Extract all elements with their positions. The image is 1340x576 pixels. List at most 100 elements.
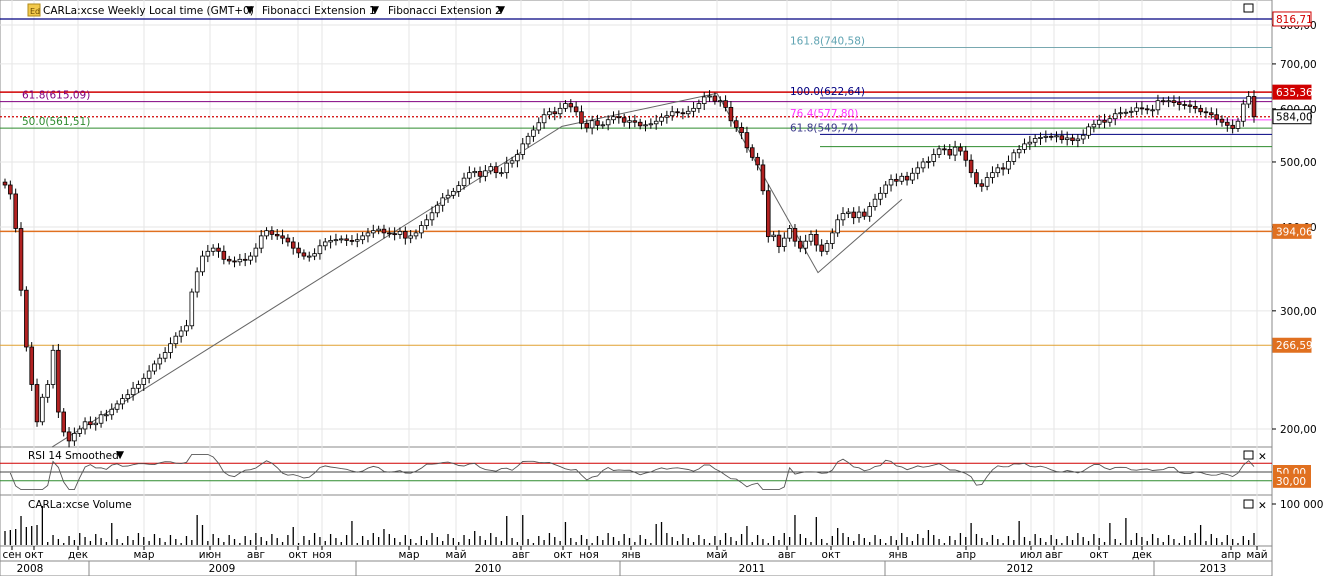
candle-body [984, 177, 990, 187]
price-tag-box [1272, 223, 1312, 239]
month-label: окт [554, 549, 573, 561]
fib-extension-2-dropdown-icon[interactable]: ▼ [497, 4, 506, 16]
candle-body [616, 116, 622, 119]
month-label: ноя [579, 549, 599, 561]
month-label: май [445, 549, 466, 561]
candle-body [376, 228, 381, 232]
candle-body [82, 421, 88, 430]
candle-body [766, 190, 771, 238]
candle-body [573, 106, 579, 113]
candle-body [88, 421, 93, 426]
candle-body [1166, 100, 1171, 103]
candle-body [1219, 118, 1225, 123]
candle-body [627, 120, 632, 123]
month-label: мар [398, 549, 419, 561]
candle-body [403, 231, 408, 239]
rsi-title[interactable]: RSI 14 Smoothed [28, 450, 119, 462]
price-panel-frame [0, 0, 1273, 448]
candle-body [1203, 111, 1209, 114]
price-tag-box [1272, 84, 1312, 100]
volume-close-icon[interactable]: ✕ [1258, 500, 1267, 512]
candle-body [1054, 135, 1059, 138]
rsi-maximize-icon[interactable] [1243, 450, 1254, 460]
price-panel-maximize-icon[interactable] [1243, 3, 1254, 13]
fib-extension-2-label[interactable]: Fibonacci Extension 2 [388, 5, 502, 17]
month-label: дек [68, 549, 88, 561]
candle-body [557, 107, 563, 115]
candle-body [173, 335, 179, 345]
candle-body [552, 111, 558, 115]
month-label: июл [1020, 549, 1042, 561]
candle-body [760, 164, 766, 192]
candle-body [290, 241, 296, 249]
candle-body [659, 116, 664, 122]
chart-title-dropdown-icon[interactable]: ▼ [246, 4, 255, 16]
chart-menu-icon[interactable] [27, 3, 41, 17]
candle-body [344, 238, 349, 241]
candle-body [830, 232, 835, 244]
candle-body [819, 244, 824, 252]
candle-body [851, 211, 856, 219]
price-tags-layer: 816,71 635,36 584,00 394,06 266,59 [1272, 11, 1313, 353]
candle-body [114, 403, 120, 410]
candle-body [814, 233, 819, 246]
volume-maximize-icon[interactable] [1243, 499, 1254, 509]
candle-body [1241, 103, 1246, 122]
candle-body [1096, 119, 1102, 125]
candle-body [1134, 107, 1139, 112]
candle-body [24, 289, 29, 348]
candle-body [1139, 107, 1145, 110]
candle-body [872, 198, 878, 208]
candle-body [424, 219, 429, 226]
candle-body [792, 228, 798, 242]
candle-body [1091, 123, 1097, 128]
candle-body [669, 111, 675, 117]
candle-body [808, 233, 814, 242]
candle-body [162, 352, 168, 359]
candle-body [109, 408, 115, 416]
candle-body [1123, 111, 1129, 114]
candle-body [392, 233, 397, 236]
candle-body [611, 116, 616, 121]
candle-body [958, 146, 963, 152]
fib-extension-1-label[interactable]: Fibonacci Extension 1 [262, 5, 376, 17]
candle-body [253, 247, 259, 257]
rsi-dropdown-icon[interactable]: ▼ [116, 449, 125, 461]
candle-body [317, 245, 323, 255]
candle-body [45, 384, 50, 398]
price-axis-tick-label: 500,00 [1280, 157, 1317, 169]
candle-body [755, 156, 760, 166]
candle-body [509, 160, 515, 164]
fib-extension-1-dropdown-icon[interactable]: ▼ [371, 4, 380, 16]
month-label: янв [621, 549, 640, 561]
candle-body [445, 194, 451, 199]
candle-body [493, 166, 499, 174]
price-tag-label: 266,59 [1276, 340, 1313, 352]
candle-body [429, 212, 435, 221]
rsi-close-icon[interactable]: ✕ [1258, 451, 1267, 463]
candle-body [979, 183, 985, 187]
candle-body [72, 433, 77, 442]
candle-body [210, 247, 216, 252]
candle-body [840, 213, 846, 221]
candle-body [141, 377, 147, 385]
candle-body [104, 414, 109, 417]
month-label: янв [888, 549, 907, 561]
candle-body [520, 143, 526, 155]
candle-body [1235, 120, 1241, 129]
candle-body [280, 235, 285, 239]
month-label: апр [956, 549, 976, 561]
candle-body [947, 149, 953, 156]
candle-body [621, 117, 627, 123]
candle-body [440, 197, 445, 206]
candle-body [632, 120, 638, 123]
candle-body [952, 146, 958, 156]
chart-header: Ed CARLa:xcse Weekly Local time (GMT+0) … [27, 3, 1254, 17]
candle-body [1086, 126, 1091, 136]
candle-body [472, 171, 477, 174]
candle-body [333, 239, 339, 242]
fib-labels-layer: 161.8(740,58) 100.0(622,64) 76.4(577,80) 61… [22, 35, 865, 134]
chart-title[interactable]: CARLa:xcse Weekly Local time (GMT+0) [43, 5, 254, 17]
month-label: окт [25, 549, 44, 561]
